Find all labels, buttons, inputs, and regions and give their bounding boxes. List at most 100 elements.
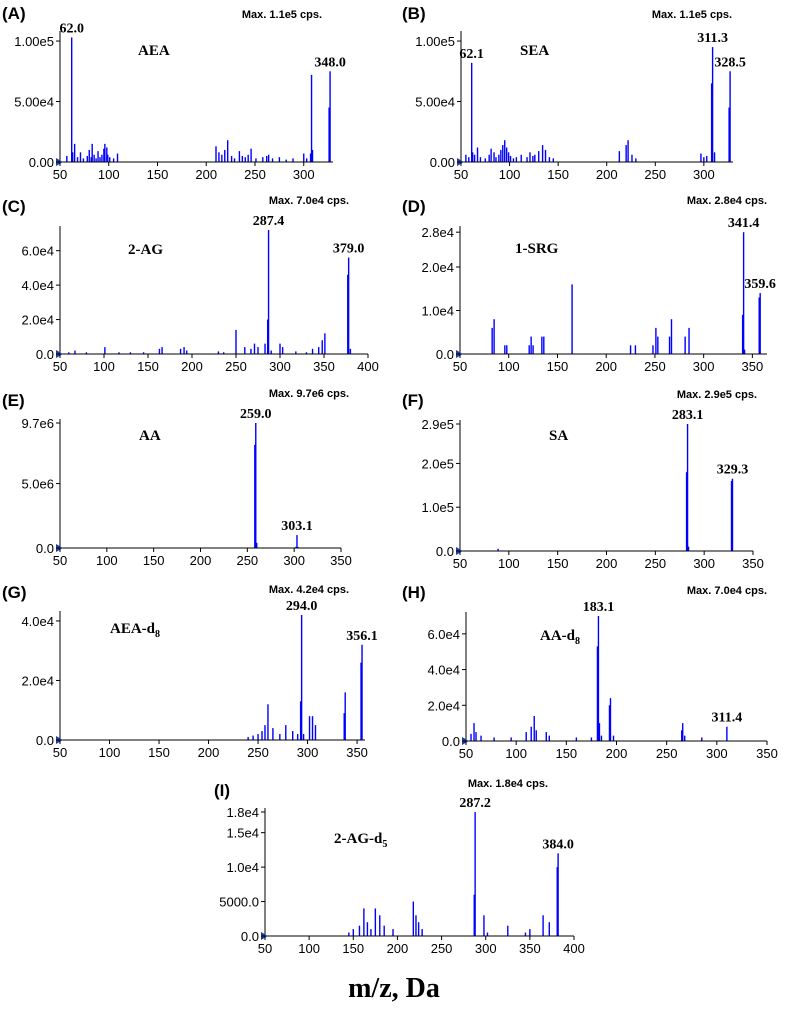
x-tick-label: 300: [269, 359, 291, 374]
y-tick-label: 0.0: [436, 347, 454, 362]
peak-label: 183.1: [583, 600, 615, 615]
x-tick-label: 250: [225, 359, 247, 374]
x-tick-label: 400: [357, 359, 379, 374]
compound-label: SEA: [520, 43, 549, 59]
figure-x-axis-label: m/z, Da: [348, 973, 440, 1004]
y-tick-label: 6.0e4: [427, 627, 460, 642]
x-tick-label: 50: [258, 941, 272, 956]
max-cps-label: Max. 2.9e5 cps.: [677, 389, 757, 401]
x-tick-label: 100: [505, 746, 527, 761]
peak-label: 311.4: [711, 711, 742, 726]
y-tick-label: 0.0: [241, 929, 259, 944]
x-tick-label: 50: [53, 553, 67, 568]
y-tick-label: 2.0e4: [21, 313, 54, 328]
x-tick-label: 50: [453, 556, 467, 571]
y-tick-label: 1.0e5: [421, 500, 454, 515]
x-tick-label: 150: [137, 359, 159, 374]
y-tick-label: 4.0e4: [427, 663, 460, 678]
x-tick-label: 150: [143, 553, 165, 568]
peak-label: 303.1: [281, 519, 313, 534]
y-tick-label: 6.0e4: [21, 244, 54, 259]
x-tick-label: 200: [198, 745, 220, 760]
compound-name: AEA: [138, 43, 170, 59]
peak-label: 356.1: [346, 629, 378, 644]
y-tick-label: 0.0: [442, 734, 460, 749]
panel-letter: (A): [2, 4, 26, 23]
spectrum-panel-e: (E) Max. 9.7e6 cps. 50 100 150 200 250 300 350 0.…: [2, 388, 352, 568]
x-tick-label: 100: [93, 359, 115, 374]
panel-letter: (D): [402, 197, 426, 216]
y-tick-label: 0.00: [430, 155, 455, 170]
y-tick-label: 1.00e5: [415, 34, 455, 49]
x-tick-label: 300: [706, 746, 728, 761]
compound-subscript: 5: [382, 839, 387, 850]
x-tick-label: 350: [330, 553, 352, 568]
compound-label: AA-d8: [540, 628, 580, 647]
spectrum-panel-i: (I) Max. 1.8e4 cps. 50 100 150 200 250 300 350 40…: [214, 778, 585, 956]
compound-label: 2-AG-d5: [334, 831, 387, 850]
x-tick-label: 150: [547, 556, 569, 571]
max-cps-label: Max. 7.0e4 cps.: [687, 585, 767, 597]
x-tick-label: 200: [596, 167, 618, 182]
panel-letter: (H): [402, 583, 426, 602]
compound-name: AEA-d: [110, 621, 156, 637]
y-tick-label: 1.0e4: [226, 860, 259, 875]
x-tick-label: 200: [181, 359, 203, 374]
max-cps-label: Max. 1.8e4 cps.: [468, 778, 548, 790]
peak-label: 287.2: [459, 796, 491, 811]
max-cps-label: Max. 2.8e4 cps.: [687, 195, 767, 207]
spectrum-panel-g: (G) Max. 4.2e4 cps. 50 100 150 200 250 300 350 0.…: [2, 583, 378, 760]
compound-subscript: 8: [155, 629, 160, 640]
spectrum-panel-b: (B) Max. 1.1e5 cps. 50 100 150 200 250 300 0.00 5…: [402, 4, 746, 182]
x-tick-label: 200: [606, 746, 628, 761]
y-tick-label: 0.0: [36, 733, 54, 748]
x-tick-label: 350: [756, 746, 778, 761]
x-tick-label: 300: [283, 553, 305, 568]
max-cps-label: Max. 1.1e5 cps.: [652, 9, 732, 21]
spectrum-panel-c: (C) Max. 7.0e4 cps. 50 100 150 200 250 300 350 40…: [2, 195, 379, 374]
x-tick-label: 350: [742, 556, 764, 571]
max-cps-label: Max. 4.2e4 cps.: [269, 584, 349, 596]
x-tick-label: 200: [595, 359, 617, 374]
compound-label: AEA: [138, 43, 170, 59]
y-tick-label: 1.0e4: [421, 303, 454, 318]
compound-label: AA: [139, 428, 161, 444]
panel-letter: (I): [214, 781, 230, 800]
x-tick-label: 300: [475, 941, 497, 956]
max-cps-label: Max. 1.1e5 cps.: [242, 9, 322, 21]
y-tick-label: 2.9e5: [421, 417, 454, 432]
x-tick-label: 100: [99, 745, 121, 760]
x-tick-label: 250: [656, 746, 678, 761]
compound-name: AA-d: [540, 628, 576, 644]
peak-label: 311.3: [697, 31, 728, 46]
compound-name: SEA: [520, 43, 549, 59]
y-tick-label: 2.0e4: [427, 698, 460, 713]
compound-label: SA: [549, 428, 568, 444]
y-tick-label: 5.00e4: [14, 95, 54, 110]
y-tick-label: 5.00e4: [415, 95, 455, 110]
peak-label: 294.0: [286, 599, 318, 614]
x-tick-label: 150: [547, 359, 569, 374]
peak-label: 62.1: [459, 47, 484, 62]
x-tick-label: 350: [313, 359, 335, 374]
x-tick-label: 50: [53, 359, 67, 374]
x-tick-label: 150: [555, 746, 577, 761]
y-tick-label: 2.8e4: [421, 225, 454, 240]
x-tick-label: 50: [454, 167, 468, 182]
compound-name: 2-AG-d: [334, 831, 383, 847]
y-tick-label: 0.0: [36, 541, 54, 556]
panel-letter: (F): [402, 391, 424, 410]
y-tick-label: 5000.0: [219, 895, 259, 910]
panel-letter: (G): [2, 583, 27, 602]
x-tick-label: 350: [742, 359, 764, 374]
x-tick-label: 400: [563, 941, 585, 956]
spectrum-panel-h: (H) Max. 7.0e4 cps. 50 100 150 200 250 300 350 0.…: [402, 583, 778, 761]
y-tick-label: 4.0e4: [21, 614, 54, 629]
max-cps-label: Max. 7.0e4 cps.: [269, 195, 349, 207]
compound-label: 2-AG: [128, 242, 163, 258]
y-tick-label: 1.8e4: [226, 805, 259, 820]
peak-label: 328.5: [714, 55, 746, 70]
panel-letter: (C): [2, 197, 26, 216]
y-tick-label: 2.0e4: [421, 260, 454, 275]
y-tick-label: 0.0: [436, 544, 454, 559]
